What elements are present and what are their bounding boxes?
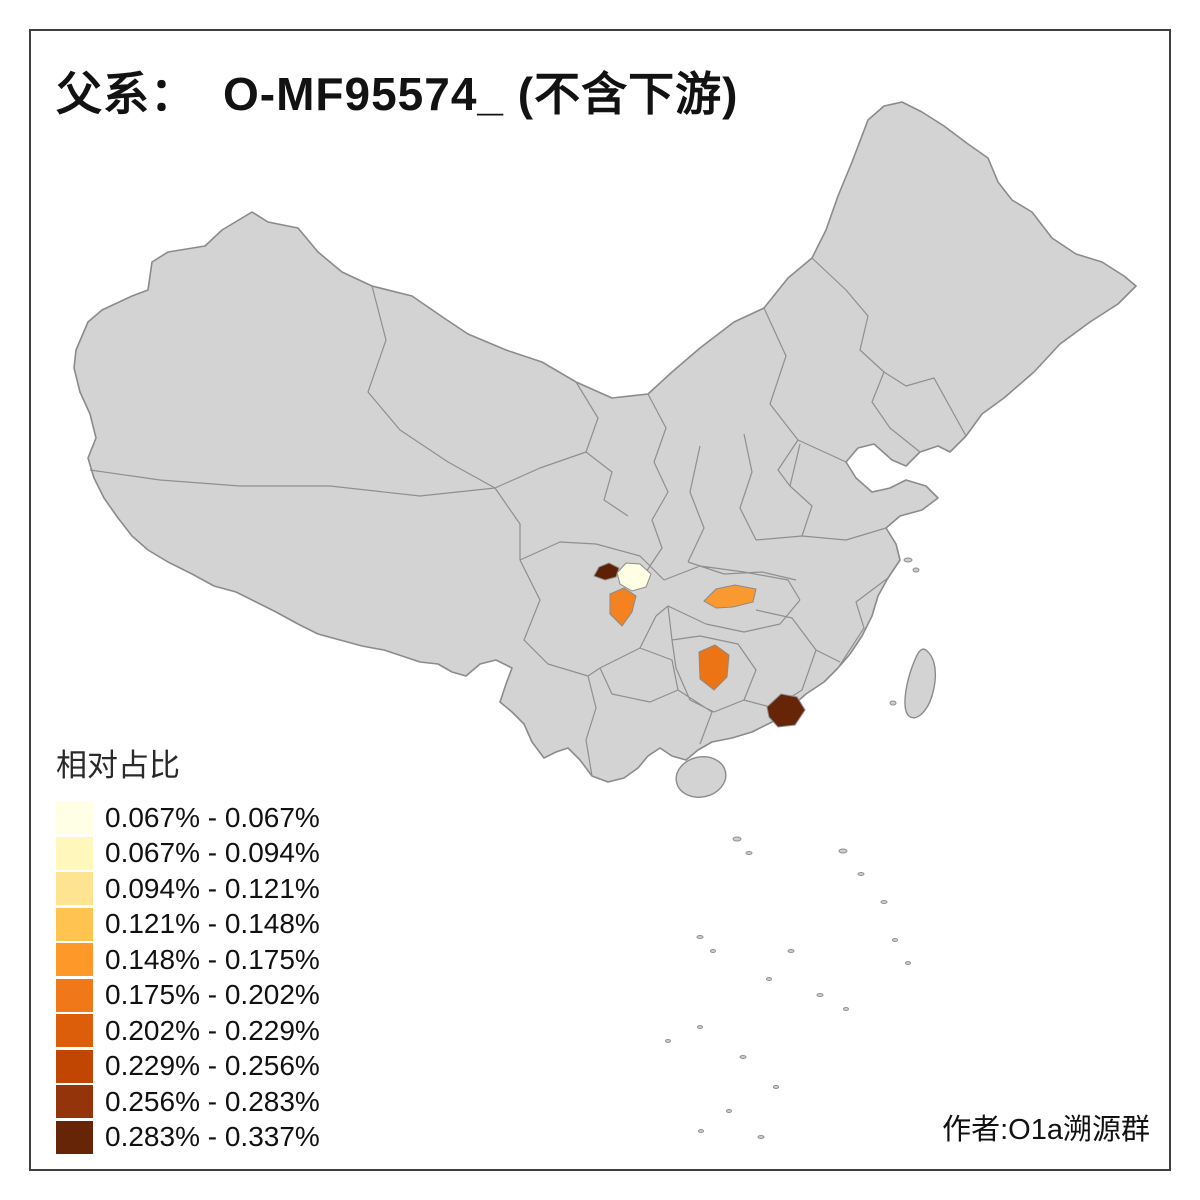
legend-swatch: [56, 836, 93, 870]
legend-swatch: [56, 1014, 93, 1048]
legend-item: 0.121% - 0.148%: [56, 907, 320, 942]
legend-swatch: [56, 801, 93, 835]
legend-label: 0.175% - 0.202%: [105, 979, 320, 1011]
legend: 相对占比 0.067% - 0.067% 0.067% - 0.094% 0.0…: [56, 740, 320, 1156]
legend-swatch: [56, 872, 93, 906]
legend-label: 0.067% - 0.094%: [105, 837, 320, 869]
legend-item: 0.148% - 0.175%: [56, 943, 320, 977]
legend-item: 0.067% - 0.067%: [56, 801, 320, 835]
sea-islands: [665, 557, 920, 1139]
legend-item: 0.094% - 0.121%: [56, 872, 320, 906]
legend-label: 0.229% - 0.256%: [105, 1050, 320, 1082]
legend-swatch: [56, 907, 93, 941]
legend-swatch: [56, 1120, 93, 1154]
legend-item: 0.202% - 0.229%: [56, 1014, 320, 1048]
highlight-region-southeast-dark: [766, 693, 806, 728]
highlight-region-west-dark: [593, 562, 620, 581]
legend-item: 0.175% - 0.202%: [56, 978, 320, 1013]
mainland-path: [73, 101, 1137, 783]
legend-swatch: [56, 978, 93, 1012]
highlight-region-cream: [616, 562, 652, 592]
legend-label: 0.094% - 0.121%: [105, 872, 320, 904]
legend-swatch: [56, 943, 93, 977]
province-borders: [89, 257, 967, 777]
title-prefix: 父系：: [56, 69, 197, 120]
legend-item: 0.256% - 0.283%: [56, 1085, 320, 1119]
highlight-region-orange-southwest: [609, 587, 637, 627]
legend-label: 0.121% - 0.148%: [105, 908, 320, 940]
legend-label: 0.067% - 0.067%: [105, 801, 320, 833]
legend-label: 0.148% - 0.175%: [105, 943, 320, 975]
highlight-region-orange-central-strip: [703, 584, 757, 609]
legend-label: 0.256% - 0.283%: [105, 1085, 320, 1117]
legend-label: 0.202% - 0.229%: [105, 1014, 320, 1046]
taiwan-island: [904, 648, 937, 719]
highlight-region-orange-south-central: [698, 644, 730, 691]
legend-title: 相对占比: [56, 748, 180, 783]
plot-title: 父系： O-MF95574_ (不含下游): [56, 58, 738, 124]
legend-label: 0.283% - 0.337%: [105, 1121, 320, 1153]
title-haplogroup: O-MF95574_ (不含下游): [223, 68, 739, 120]
credit-text: 作者:O1a溯源群: [942, 1114, 1150, 1146]
legend-item: 0.283% - 0.337%: [56, 1120, 320, 1155]
legend-item: 0.229% - 0.256%: [56, 1049, 320, 1084]
legend-item: 0.067% - 0.094%: [56, 836, 320, 871]
hainan-island: [675, 756, 727, 798]
legend-swatch: [56, 1085, 93, 1119]
legend-swatch: [56, 1049, 93, 1083]
